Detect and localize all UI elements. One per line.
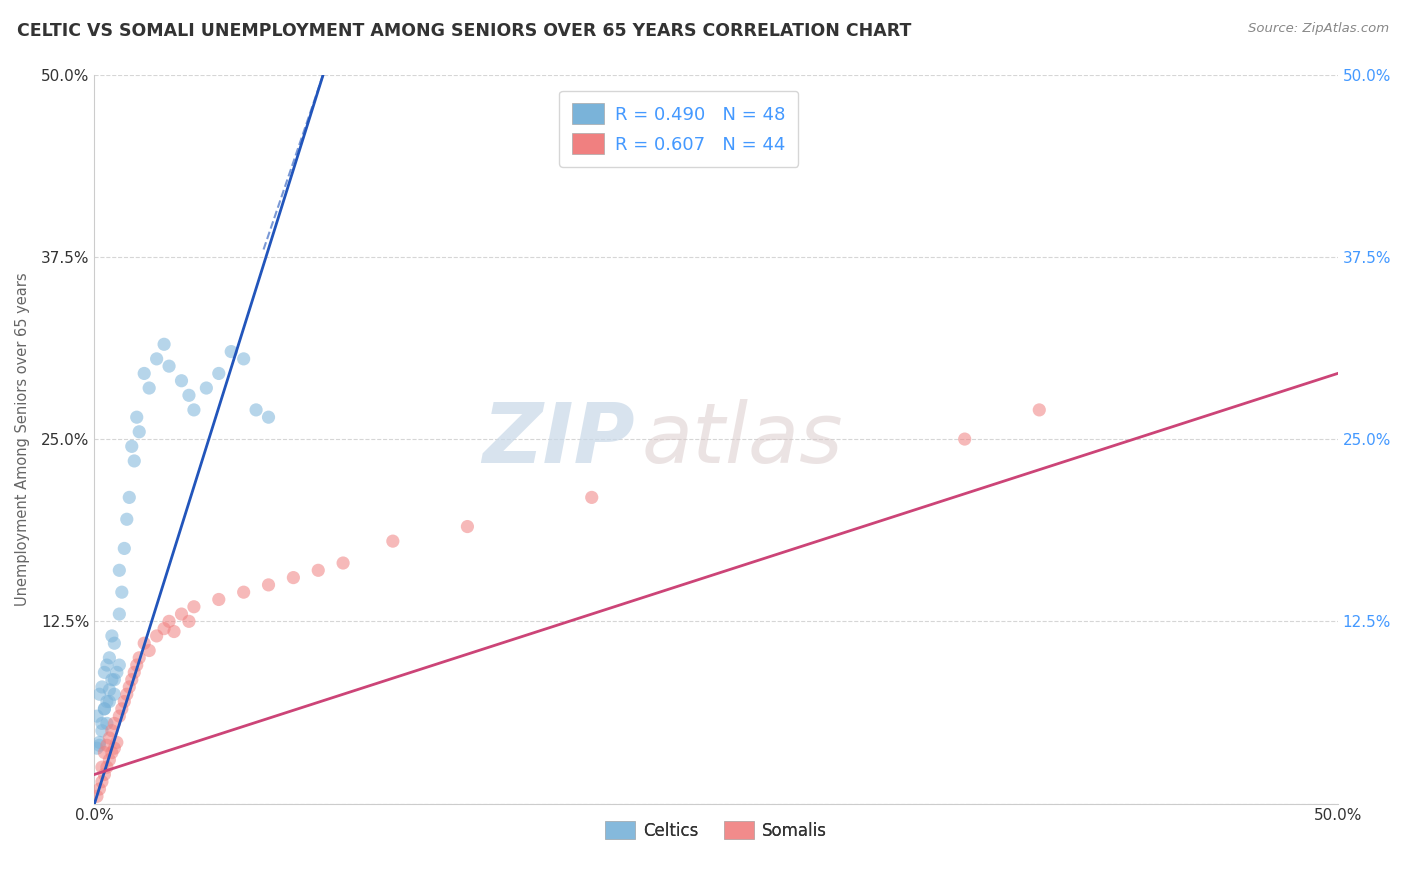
Point [125,658,148,673]
Point [177,388,200,402]
Point [96,739,118,753]
Point [90,716,112,731]
Point [128,650,150,665]
Point [111,585,134,599]
Point [183,599,205,614]
Point [157,615,180,629]
Point [332,556,354,570]
Point [98,694,121,708]
Point [98,682,121,697]
Point [96,694,118,708]
Legend: Celtics, Somalis: Celtics, Somalis [599,814,834,847]
Point [103,716,125,731]
Point [118,491,141,505]
Point [108,658,131,673]
Point [96,658,118,673]
Point [101,629,124,643]
Point [122,665,145,680]
Point [86,709,108,723]
Point [86,789,108,804]
Point [101,673,124,687]
Text: Source: ZipAtlas.com: Source: ZipAtlas.com [1249,22,1389,36]
Point [115,687,138,701]
Text: ZIP: ZIP [482,399,636,480]
Point [121,439,143,453]
Point [121,673,143,687]
Point [170,374,193,388]
Point [138,381,160,395]
Point [232,585,254,599]
Point [98,731,121,745]
Point [103,687,125,701]
Point [108,607,131,621]
Point [232,351,254,366]
Point [101,746,124,760]
Point [93,702,115,716]
Point [98,650,121,665]
Point [93,746,115,760]
Point [108,563,131,577]
Point [145,629,167,643]
Point [195,381,218,395]
Point [89,687,111,701]
Point [257,410,280,425]
Point [111,702,134,716]
Point [122,454,145,468]
Point [219,344,242,359]
Point [581,491,603,505]
Point [89,735,111,749]
Point [307,563,329,577]
Point [145,351,167,366]
Point [105,735,128,749]
Point [86,741,108,756]
Point [96,716,118,731]
Point [134,367,156,381]
Point [128,425,150,439]
Text: atlas: atlas [641,399,844,480]
Point [108,709,131,723]
Point [90,760,112,774]
Point [93,702,115,716]
Point [208,592,231,607]
Y-axis label: Unemployment Among Seniors over 65 years: Unemployment Among Seniors over 65 years [15,272,30,606]
Point [163,624,186,639]
Point [90,680,112,694]
Point [1028,403,1050,417]
Point [118,680,141,694]
Point [98,753,121,767]
Point [257,578,280,592]
Point [103,636,125,650]
Point [89,782,111,797]
Point [170,607,193,621]
Point [112,694,135,708]
Point [105,665,128,680]
Point [101,723,124,738]
Point [456,519,478,533]
Point [90,723,112,738]
Point [93,665,115,680]
Point [177,615,200,629]
Point [381,534,404,549]
Point [89,739,111,753]
Point [183,403,205,417]
Point [208,367,231,381]
Point [96,760,118,774]
Point [138,643,160,657]
Point [93,767,115,781]
Point [157,359,180,373]
Point [112,541,135,556]
Point [115,512,138,526]
Point [953,432,976,446]
Point [153,337,176,351]
Point [103,673,125,687]
Point [125,410,148,425]
Point [283,571,305,585]
Point [134,636,156,650]
Text: CELTIC VS SOMALI UNEMPLOYMENT AMONG SENIORS OVER 65 YEARS CORRELATION CHART: CELTIC VS SOMALI UNEMPLOYMENT AMONG SENI… [17,22,911,40]
Point [90,774,112,789]
Point [245,403,267,417]
Point [153,622,176,636]
Point [103,741,125,756]
